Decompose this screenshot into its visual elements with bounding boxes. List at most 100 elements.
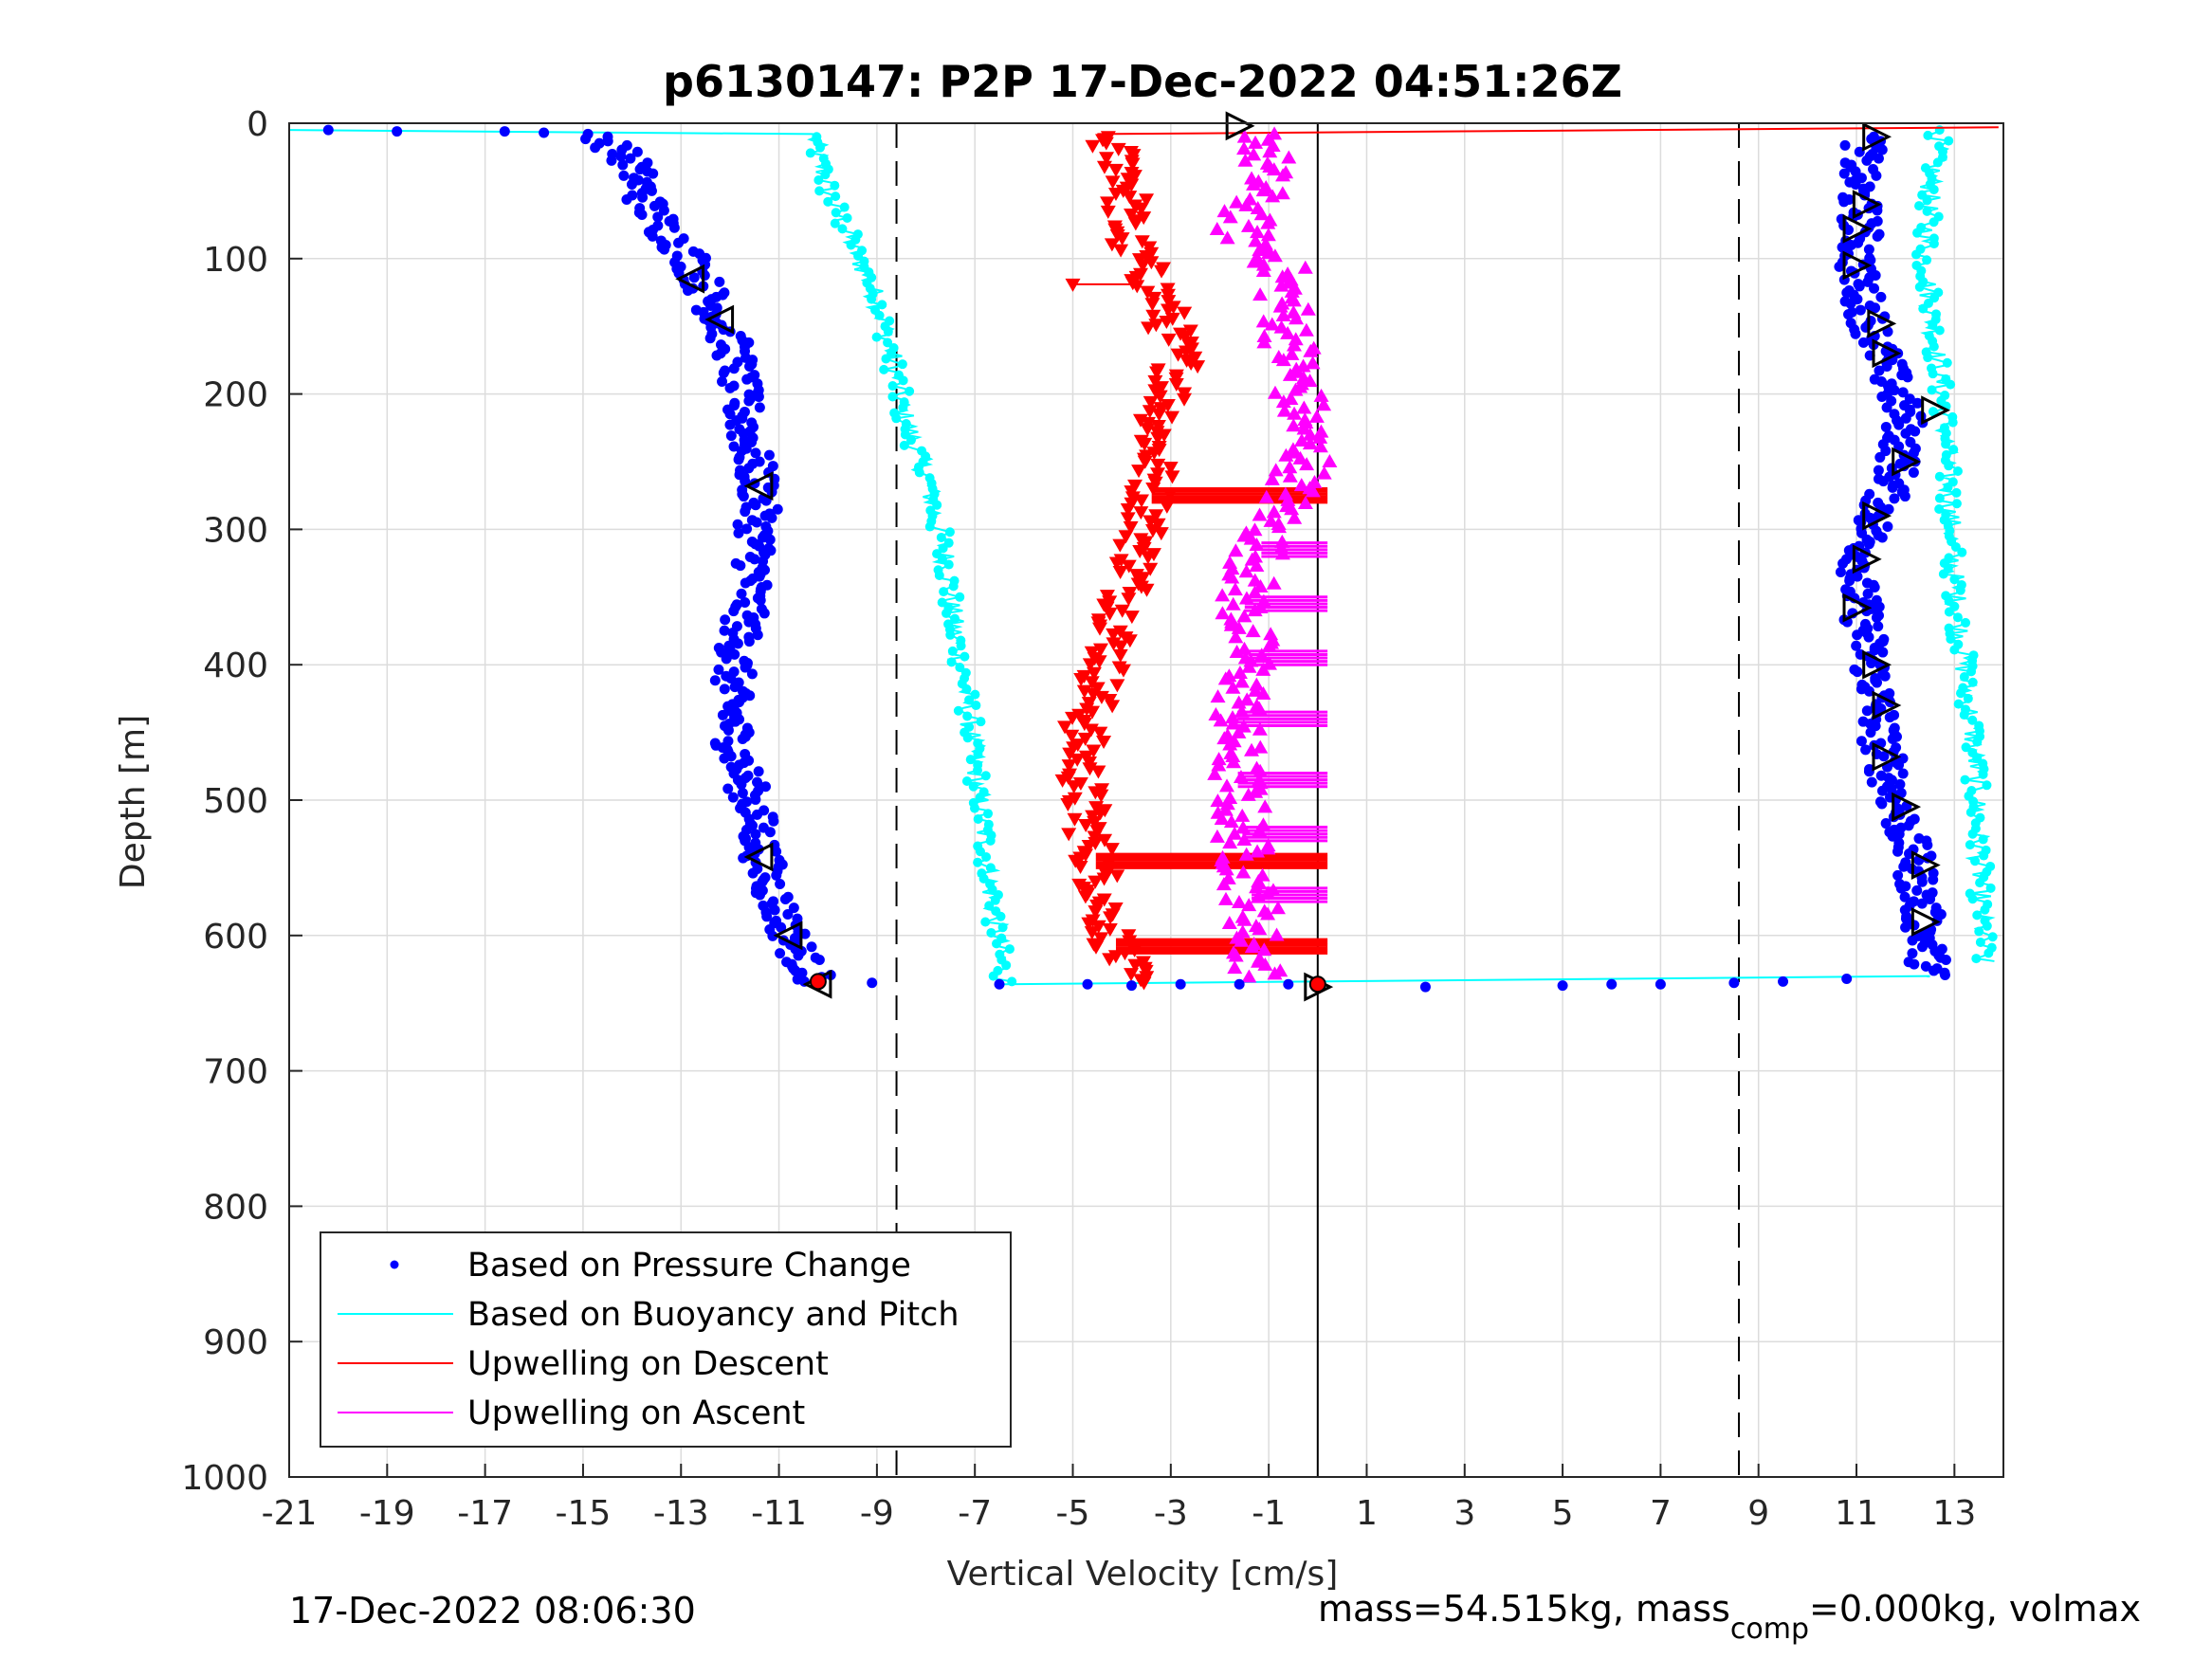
descent-marker bbox=[1091, 622, 1107, 636]
buoyancy-point bbox=[964, 695, 975, 705]
pressure-point bbox=[1909, 958, 1920, 970]
descent-marker bbox=[1151, 408, 1167, 422]
pressure-point bbox=[1856, 736, 1867, 747]
descent-marker bbox=[1107, 163, 1124, 177]
pressure-point bbox=[1877, 476, 1889, 487]
pressure-point bbox=[709, 675, 721, 686]
ascent-marker bbox=[1226, 755, 1242, 769]
buoyancy-point bbox=[814, 174, 824, 185]
buoyancy-point bbox=[946, 657, 957, 667]
ascent-marker bbox=[1240, 787, 1256, 801]
pressure-bottom-point bbox=[1841, 973, 1853, 984]
pressure-point bbox=[1908, 447, 1919, 459]
ascent-marker bbox=[1297, 260, 1313, 274]
buoyancy-point bbox=[955, 592, 965, 602]
ascent-marker bbox=[1299, 457, 1315, 471]
ascent-marker bbox=[1252, 763, 1269, 777]
buoyancy-point bbox=[883, 326, 893, 337]
pressure-point bbox=[1909, 920, 1920, 931]
pressure-point bbox=[717, 375, 728, 387]
buoyancy-point bbox=[941, 608, 952, 618]
descent-marker bbox=[1104, 843, 1120, 857]
ascent-marker bbox=[1222, 737, 1238, 751]
pressure-bottom-point bbox=[1728, 977, 1740, 989]
left-triangle-marker bbox=[704, 304, 735, 335]
pressure-point bbox=[1898, 861, 1910, 872]
descent-marker bbox=[1099, 152, 1115, 166]
pressure-point bbox=[737, 788, 748, 799]
pressure-point bbox=[740, 476, 751, 487]
buoyancy-point bbox=[1951, 499, 1962, 509]
descent-marker bbox=[1065, 711, 1081, 725]
buoyancy-point bbox=[887, 381, 898, 392]
plot-area bbox=[288, 111, 1999, 1477]
right-triangle-marker bbox=[1842, 213, 1873, 244]
descent-marker bbox=[1135, 259, 1151, 273]
buoyancy-point bbox=[1928, 407, 1938, 417]
x-tick-label: -15 bbox=[556, 1494, 612, 1533]
descent-marker bbox=[1085, 705, 1101, 720]
buoyancy-point bbox=[1944, 136, 1954, 146]
pressure-point bbox=[1916, 898, 1928, 909]
descent-marker bbox=[1129, 280, 1145, 294]
pressure-point bbox=[1887, 482, 1898, 493]
ascent-marker bbox=[1282, 367, 1298, 381]
ascent-marker bbox=[1238, 197, 1254, 211]
x-tick-label: 7 bbox=[1650, 1494, 1672, 1533]
ascent-marker bbox=[1236, 129, 1252, 143]
pressure-point bbox=[1857, 337, 1869, 348]
pressure-point bbox=[719, 625, 730, 636]
descent-marker bbox=[1120, 502, 1136, 517]
descent-marker bbox=[1072, 860, 1088, 874]
ascent-marker bbox=[1252, 823, 1268, 837]
y-tick-label: 600 bbox=[203, 918, 268, 957]
buoyancy-point bbox=[1929, 341, 1939, 352]
x-tick-label: 11 bbox=[1835, 1494, 1878, 1533]
buoyancy-point bbox=[887, 392, 898, 402]
ascent-marker bbox=[1252, 739, 1269, 754]
pressure-point bbox=[626, 179, 637, 191]
buoyancy-point bbox=[1983, 948, 1994, 958]
buoyancy-point bbox=[1951, 487, 1962, 498]
buoyancy-point bbox=[1972, 910, 1983, 921]
pressure-point bbox=[1854, 281, 1865, 292]
pressure-point bbox=[747, 867, 759, 879]
ascent-marker bbox=[1272, 299, 1289, 313]
pressure-point bbox=[769, 904, 780, 916]
pressure-point bbox=[1907, 935, 1918, 946]
pressure-point bbox=[720, 614, 731, 626]
pressure-point bbox=[1910, 426, 1921, 437]
pressure-point bbox=[668, 222, 680, 233]
buoyancy-point bbox=[1971, 954, 1982, 964]
pressure-point bbox=[618, 170, 630, 181]
ascent-marker bbox=[1218, 862, 1234, 876]
buoyancy-point bbox=[984, 901, 995, 911]
ascent-marker bbox=[1303, 343, 1319, 357]
buoyancy-point bbox=[985, 835, 996, 846]
ascent-marker bbox=[1302, 427, 1318, 441]
pressure-point bbox=[724, 409, 736, 420]
pressure-point bbox=[725, 672, 737, 684]
buoyancy-point bbox=[956, 641, 966, 651]
right-triangle-marker bbox=[1862, 121, 1892, 152]
buoyancy-point bbox=[1929, 184, 1939, 194]
ascent-marker bbox=[1231, 724, 1247, 738]
pressure-point bbox=[761, 911, 773, 922]
descent-marker bbox=[1109, 679, 1125, 693]
pressure-point bbox=[746, 668, 758, 680]
pressure-bottom-point bbox=[1082, 978, 1093, 990]
buoyancy-point bbox=[1946, 634, 1956, 645]
pressure-point bbox=[1845, 298, 1856, 309]
ascent-marker bbox=[1240, 218, 1256, 232]
ascent-marker bbox=[1250, 844, 1266, 858]
descent-marker bbox=[1088, 905, 1104, 920]
pressure-bottom-point bbox=[1419, 981, 1431, 993]
pressure-point bbox=[1894, 778, 1906, 790]
descent-marker bbox=[1093, 932, 1109, 946]
descent-marker bbox=[1150, 431, 1166, 446]
descent-marker bbox=[1164, 470, 1180, 484]
pressure-point bbox=[1837, 557, 1849, 569]
pressure-point bbox=[1878, 751, 1890, 762]
pressure-bottom-point bbox=[1654, 978, 1666, 990]
pressure-point bbox=[1875, 291, 1887, 302]
